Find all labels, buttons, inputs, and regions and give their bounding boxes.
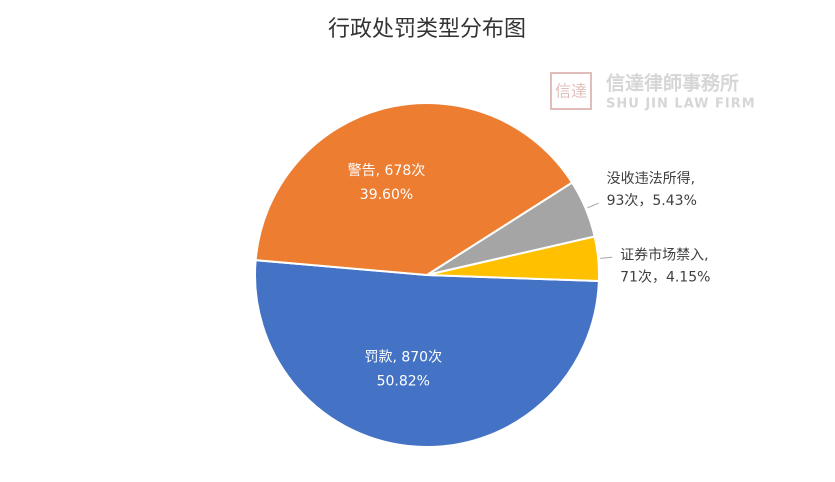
data-label: 罚款, 870次 — [364, 349, 442, 365]
data-label-percent: 50.82% — [377, 373, 430, 389]
data-label-percent: 71次，4.15% — [620, 269, 710, 285]
chart-title: 行政处罚类型分布图 — [328, 17, 526, 42]
watermark: 信達 信達律師事務所 SHU JIN LAW FIRM — [550, 72, 756, 112]
data-label: 警告, 678次 — [348, 163, 426, 179]
data-label-percent: 93次，5.43% — [607, 193, 697, 209]
data-label: 证券市场禁入, — [620, 246, 708, 263]
seal-frame — [550, 72, 592, 110]
data-label-percent: 39.60% — [360, 187, 413, 203]
data-label: 没收违法所得, — [607, 170, 695, 187]
seal-text: 信達 — [555, 82, 587, 101]
pie-slice — [254, 259, 600, 448]
watermark-name-en: SHU JIN LAW FIRM — [606, 97, 756, 112]
pie-slice — [426, 235, 600, 283]
leader-line — [600, 256, 613, 259]
watermark-name: 信達律師事務所 — [606, 72, 739, 95]
leader-line — [587, 202, 599, 209]
